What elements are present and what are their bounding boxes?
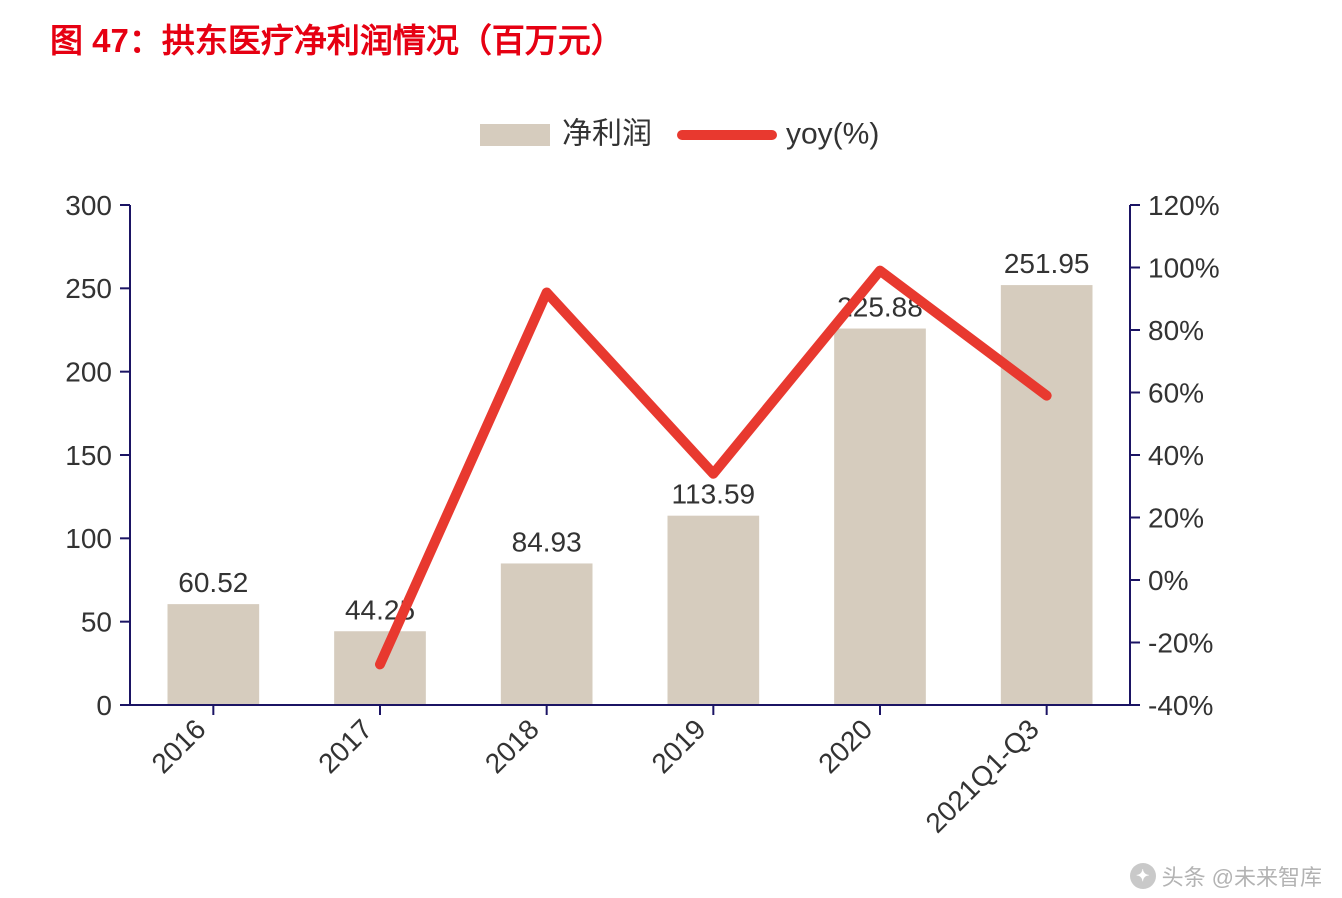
left-axis-tick-label: 300 bbox=[65, 190, 112, 221]
x-category-label: 2020 bbox=[812, 713, 878, 779]
right-axis-tick-label: 120% bbox=[1148, 190, 1220, 221]
bar bbox=[168, 604, 260, 705]
x-category-label: 2018 bbox=[479, 713, 545, 779]
x-category-label: 2021Q1-Q3 bbox=[920, 713, 1045, 838]
bar-value-label: 113.59 bbox=[672, 479, 756, 510]
right-axis-tick-label: 20% bbox=[1148, 502, 1204, 533]
x-category-label: 2017 bbox=[312, 713, 378, 779]
bar-value-label: 251.95 bbox=[1004, 248, 1090, 279]
right-axis-tick-label: -20% bbox=[1148, 627, 1213, 658]
x-category-label: 2019 bbox=[646, 713, 712, 779]
left-axis-tick-label: 250 bbox=[65, 273, 112, 304]
watermark-prefix: 头条 bbox=[1162, 860, 1206, 892]
right-axis-tick-label: 0% bbox=[1148, 565, 1188, 596]
profit-chart: 净利润yoy(%)60.5244.2584.93113.59225.88251.… bbox=[0, 0, 1342, 898]
x-category-label: 2016 bbox=[146, 713, 212, 779]
watermark-icon: ✦ bbox=[1130, 863, 1156, 889]
right-axis-tick-label: -40% bbox=[1148, 690, 1213, 721]
left-axis-tick-label: 100 bbox=[65, 523, 112, 554]
watermark-handle: @未来智库 bbox=[1212, 860, 1322, 892]
legend-swatch-bar bbox=[480, 124, 550, 146]
left-axis-tick-label: 50 bbox=[81, 606, 112, 637]
bar bbox=[834, 329, 926, 705]
bar bbox=[501, 563, 593, 705]
legend: 净利润 yoy(%) bbox=[480, 117, 879, 150]
right-axis-tick-label: 60% bbox=[1148, 377, 1204, 408]
left-axis-tick-label: 200 bbox=[65, 356, 112, 387]
legend-label-line: yoy(%) bbox=[786, 117, 879, 150]
right-axis-tick-label: 40% bbox=[1148, 440, 1204, 471]
watermark: ✦ 头条 @未来智库 bbox=[1130, 860, 1322, 892]
left-axis-tick-label: 0 bbox=[96, 690, 112, 721]
legend-label-bar: 净利润 bbox=[562, 117, 652, 150]
chart-title: 图 47：拱东医疗净利润情况（百万元） bbox=[50, 14, 624, 62]
left-axis-tick-label: 150 bbox=[65, 440, 112, 471]
bar-value-label: 60.52 bbox=[178, 567, 248, 598]
right-axis-tick-label: 100% bbox=[1148, 252, 1220, 283]
bar bbox=[1001, 285, 1093, 705]
right-axis-tick-label: 80% bbox=[1148, 315, 1204, 346]
bar-value-label: 84.93 bbox=[512, 526, 582, 557]
bars-group: 60.5244.2584.93113.59225.88251.95 bbox=[168, 248, 1093, 705]
bar bbox=[668, 516, 760, 705]
